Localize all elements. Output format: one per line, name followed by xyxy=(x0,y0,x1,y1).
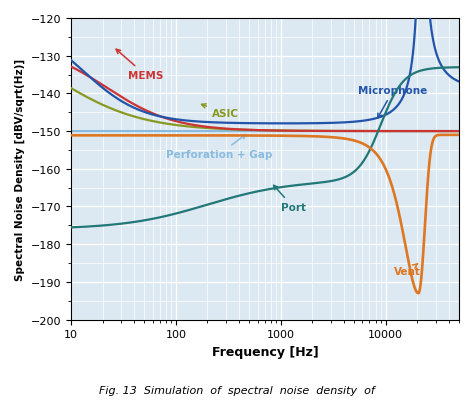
Text: Fig. 13  Simulation  of  spectral  noise  density  of: Fig. 13 Simulation of spectral noise den… xyxy=(99,385,375,395)
X-axis label: Frequency [Hz]: Frequency [Hz] xyxy=(212,345,319,358)
Text: MEMS: MEMS xyxy=(116,50,164,81)
Text: Port: Port xyxy=(273,186,306,213)
Text: ASIC: ASIC xyxy=(201,105,239,119)
Text: Microphone: Microphone xyxy=(358,86,428,118)
Text: Perforation + Gap: Perforation + Gap xyxy=(166,135,272,160)
Text: Vent: Vent xyxy=(394,264,421,277)
Y-axis label: Spectral Noise Density [dBV/sqrt(Hz)]: Spectral Noise Density [dBV/sqrt(Hz)] xyxy=(15,59,25,280)
